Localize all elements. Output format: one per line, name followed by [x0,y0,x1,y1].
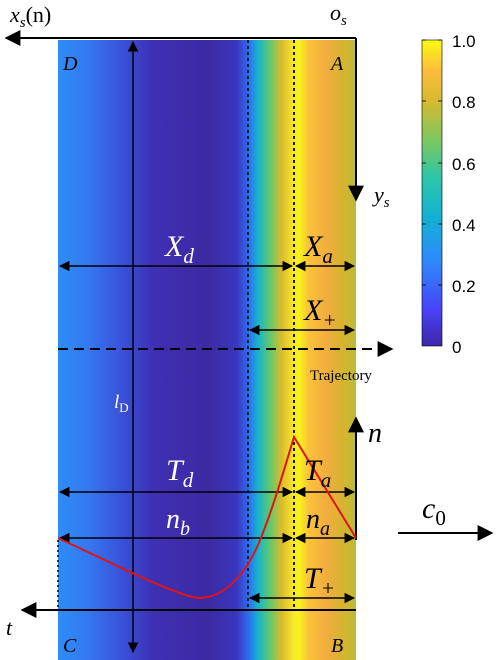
Tplus-label: T+ [304,562,335,600]
corner-d-label: D [62,53,78,75]
corner-c-label: C [63,635,77,657]
t-label: t [6,615,13,640]
corner-b-label: B [331,635,343,657]
c0-label: c0 [422,492,446,530]
density-curve [57,434,357,599]
ys-label: ys [372,182,390,211]
nb-label: nb [166,504,190,540]
colorbar-tick-0-2: 0.2 [452,277,476,296]
colorbar-tick-0-6: 0.6 [452,155,476,174]
na-label: na [306,504,330,540]
Xplus-label: X+ [303,294,337,332]
corner-a-label: A [329,53,344,75]
colorbar-ticks [422,39,442,286]
colorbar-tick-0-8: 0.8 [452,93,476,112]
Xa-label: Xa [303,230,333,268]
Ta-label: Ta [304,454,331,492]
n-label: n [368,418,382,449]
xs-label: xs(n) [9,2,51,31]
lD-label: lD [114,392,129,415]
colorbar-tick-0: 0 [452,338,461,357]
Td-label: Td [166,454,194,492]
os-label: os [330,0,347,29]
colorbar-tick-1-0: 1.0 [452,32,476,51]
colorbar [421,39,443,347]
trajectory-label: Trajectory [310,368,372,384]
colorbar-tick-0-4: 0.4 [452,216,476,235]
Xd-label: Xd [164,230,194,268]
